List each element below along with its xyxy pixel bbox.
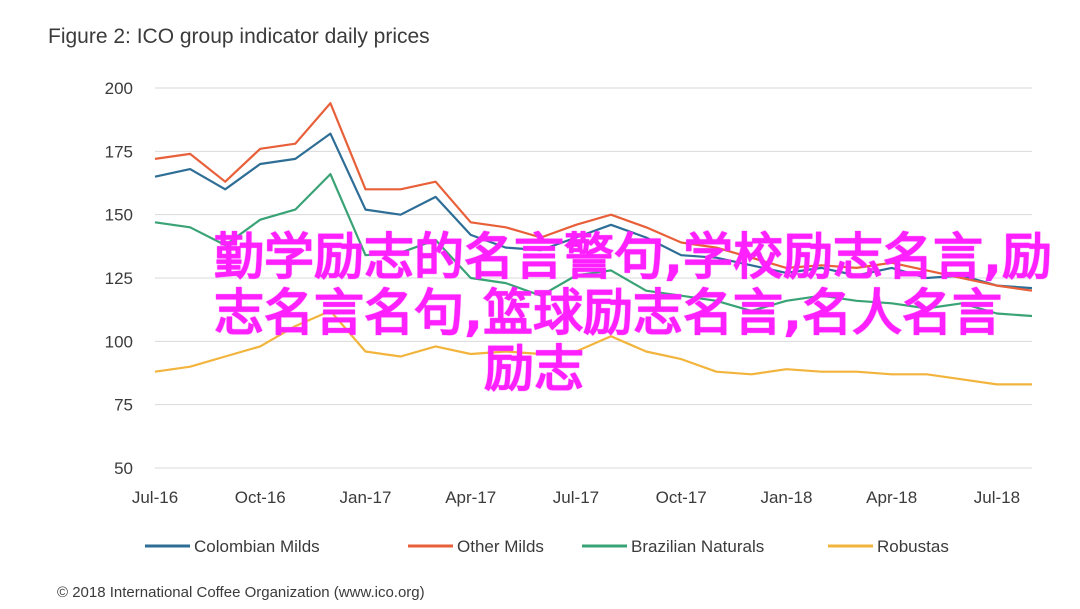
legend-label: Other Milds bbox=[457, 537, 544, 556]
y-tick-label: 100 bbox=[105, 332, 133, 351]
y-tick-label: 75 bbox=[114, 396, 133, 415]
x-tick-label: Apr-18 bbox=[866, 488, 917, 507]
overlay-caption-line-2: 志名言名句,篮球励志名言,名人名言 bbox=[214, 284, 1002, 342]
series-line-brazilian-naturals bbox=[154, 173, 1033, 318]
series-line-colombian-milds bbox=[154, 132, 1033, 290]
x-tick-label: Jul-18 bbox=[974, 488, 1020, 507]
legend-label: Brazilian Naturals bbox=[631, 537, 764, 556]
x-tick-label: Jul-17 bbox=[553, 488, 599, 507]
legend: Colombian Milds Other Milds Brazilian Natu… bbox=[145, 537, 949, 556]
y-axis: 200 175 150 125 100 75 50 bbox=[105, 79, 133, 478]
series-lines bbox=[154, 102, 1033, 386]
grid bbox=[155, 87, 1032, 469]
y-tick-label: 50 bbox=[114, 459, 133, 478]
x-tick-label: Jan-17 bbox=[339, 488, 391, 507]
x-tick-label: Apr-17 bbox=[445, 488, 496, 507]
series-line-robustas bbox=[154, 309, 1032, 386]
x-axis: Jul-16 Oct-16 Jan-17 Apr-17 Jul-17 Oct-17 Jan-… bbox=[132, 488, 1020, 507]
x-tick-label: Oct-17 bbox=[656, 488, 707, 507]
x-tick-label: Jan-18 bbox=[760, 488, 812, 507]
y-tick-label: 125 bbox=[105, 269, 133, 288]
overlay-caption-line-1: 勤学励志的名言警句,学校励志名言,励 bbox=[214, 228, 1052, 286]
overlay-caption-line-3: 励志 bbox=[484, 340, 584, 398]
x-tick-label: Oct-16 bbox=[235, 488, 286, 507]
y-tick-label: 175 bbox=[105, 142, 133, 161]
legend-label: Robustas bbox=[877, 537, 949, 556]
copyright-text: © 2018 International Coffee Organization… bbox=[57, 584, 425, 601]
series-line-other-milds bbox=[154, 102, 1033, 292]
chart-title: Figure 2: ICO group indicator daily pric… bbox=[48, 25, 430, 48]
y-tick-label: 150 bbox=[105, 206, 133, 225]
legend-label: Colombian Milds bbox=[194, 537, 320, 556]
x-tick-label: Jul-16 bbox=[132, 488, 178, 507]
y-tick-label: 200 bbox=[105, 79, 133, 98]
